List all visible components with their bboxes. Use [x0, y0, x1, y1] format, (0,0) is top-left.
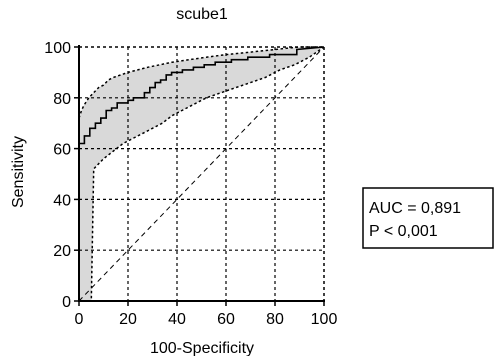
x-tick-label: 40 — [168, 311, 186, 328]
y-tick-label: 80 — [53, 91, 71, 108]
plot-area: 0 20 40 60 80 100 0 20 40 60 80 100 — [44, 40, 337, 328]
ci-lower — [79, 46, 325, 302]
y-tick-label: 60 — [53, 142, 71, 159]
chart-title: scube1 — [176, 6, 228, 23]
y-tick-label: 0 — [62, 294, 71, 311]
x-axis-label: 100-Specificity — [150, 340, 254, 356]
ci-upper — [78, 46, 324, 119]
x-tick-label: 20 — [119, 311, 137, 328]
p-value-label: P < 0,001 — [369, 223, 438, 240]
x-tick-label: 100 — [311, 311, 338, 328]
y-tick-label: 40 — [53, 192, 71, 209]
stats-box-frame — [362, 187, 494, 249]
ci-band — [79, 47, 324, 301]
roc-curve — [78, 46, 325, 301]
auc-label: AUC = 0,891 — [369, 200, 461, 217]
x-tick-label: 80 — [266, 311, 284, 328]
x-tick-label: 60 — [217, 311, 235, 328]
x-tick-label: 0 — [75, 311, 84, 328]
y-tick-label: 20 — [53, 243, 71, 260]
stats-box: AUC = 0,891 P < 0,001 — [362, 187, 494, 249]
y-axis-label: Sensitivity — [10, 136, 27, 208]
reference-diagonal — [78, 46, 325, 302]
y-tick-label: 100 — [44, 40, 71, 57]
